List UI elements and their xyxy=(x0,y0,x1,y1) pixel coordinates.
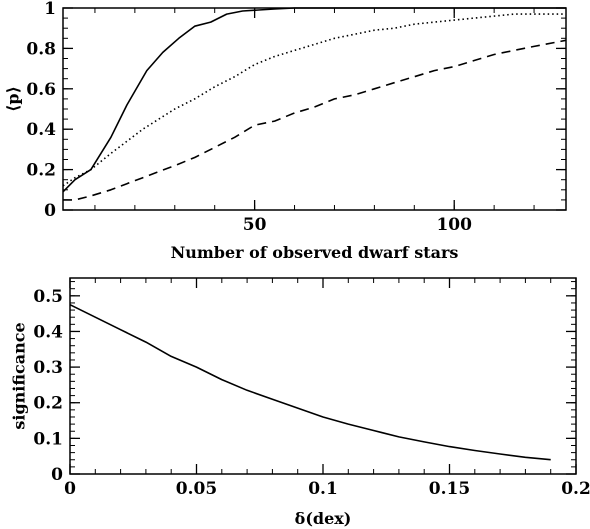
y-tick-label: 0.4 xyxy=(26,120,56,140)
y-tick-label: 0.4 xyxy=(33,322,63,342)
x-tick-label: 0.2 xyxy=(561,479,590,499)
x-axis-title: Number of observed dwarf stars xyxy=(171,243,459,262)
series-line-dashed xyxy=(63,39,567,201)
x-tick-label: 0.1 xyxy=(308,479,338,499)
top-chart: 50 100 0 0.2 0.4 0.6 0.8 1 Number of observed dw… xyxy=(4,0,567,262)
y-tick-label: 0.1 xyxy=(33,429,63,449)
x-tick-label: 0.15 xyxy=(429,479,470,499)
series-line-dotted xyxy=(62,13,566,187)
y-tick-label: 0.2 xyxy=(33,394,63,414)
y-tick-label: 0.8 xyxy=(26,39,56,59)
x-tick-label: 100 xyxy=(436,215,472,235)
x-axis-title: δ(dex) xyxy=(295,509,352,528)
y-tick-label: 0 xyxy=(44,201,56,221)
x-tick-label: 0.05 xyxy=(176,479,217,499)
plot-frame xyxy=(69,277,577,475)
y-axis-title: ⟨p⟩ xyxy=(4,86,23,112)
y-tick-label: 1 xyxy=(44,0,56,19)
x-tick-label: 50 xyxy=(243,215,267,235)
y-tick-label: 0 xyxy=(51,465,63,485)
y-tick-label: 0.2 xyxy=(26,161,56,181)
x-tick-label: 0 xyxy=(64,479,76,499)
y-tick-label: 0.6 xyxy=(26,80,56,100)
y-tick-label: 0.3 xyxy=(33,358,63,378)
bottom-chart: 0 0.05 0.1 0.15 0.2 0 0.1 0.2 0.3 0.4 0.5 δ(dex) sig… xyxy=(10,277,590,528)
y-tick-label: 0.5 xyxy=(33,287,63,307)
series-line-solid xyxy=(62,7,566,193)
series-line-solid xyxy=(69,303,551,461)
y-axis-title: significance xyxy=(10,322,29,429)
